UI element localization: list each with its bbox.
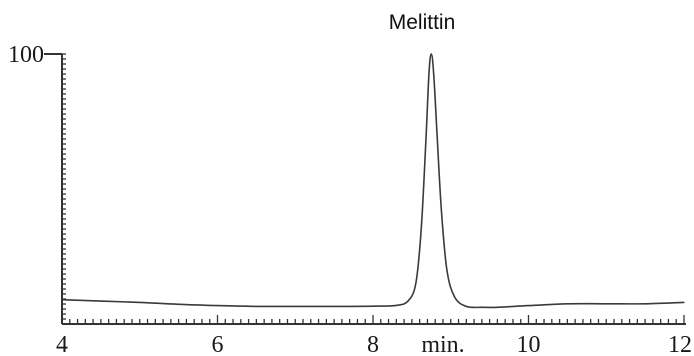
peak-annotation-melittin: Melittin	[389, 11, 456, 34]
data-point	[255, 305, 257, 308]
x-axis-ticks	[61, 53, 685, 325]
data-point	[605, 303, 607, 305]
x-tick-labels: 4 6 8 10 12	[56, 332, 692, 356]
data-point	[333, 305, 335, 308]
data-point	[527, 305, 530, 307]
data-point	[430, 53, 432, 55]
data-point	[216, 305, 219, 307]
series-layer	[61, 53, 685, 309]
x-tick-label-6: 6	[212, 332, 224, 356]
data-point	[372, 305, 374, 307]
data-point	[683, 301, 685, 303]
data-point	[425, 139, 427, 141]
data-point	[454, 296, 456, 298]
data-point	[294, 305, 296, 308]
data-point	[440, 210, 443, 212]
data-point	[61, 299, 63, 301]
data-point	[100, 300, 102, 302]
chromatogram-trace	[61, 53, 685, 309]
x-tick-label-4: 4	[56, 332, 68, 356]
data-point	[481, 306, 483, 308]
data-point	[395, 304, 397, 306]
data-point	[420, 228, 422, 231]
data-point	[566, 303, 568, 305]
data-point	[139, 301, 141, 303]
x-tick-label-10: 10	[517, 332, 541, 356]
data-point	[178, 303, 180, 305]
data-point	[436, 129, 438, 131]
data-point	[433, 72, 435, 74]
x-tick-label-12: 12	[668, 332, 692, 356]
data-point	[415, 282, 417, 285]
data-point	[644, 303, 646, 305]
data-point	[428, 72, 430, 74]
x-tick-label-8: 8	[367, 332, 379, 356]
data-point	[465, 305, 467, 308]
data-point	[496, 306, 498, 308]
y-tick-label-100: 100	[8, 42, 44, 68]
data-point	[407, 300, 409, 302]
data-point	[446, 269, 448, 271]
x-axis-label: min.	[421, 332, 464, 356]
